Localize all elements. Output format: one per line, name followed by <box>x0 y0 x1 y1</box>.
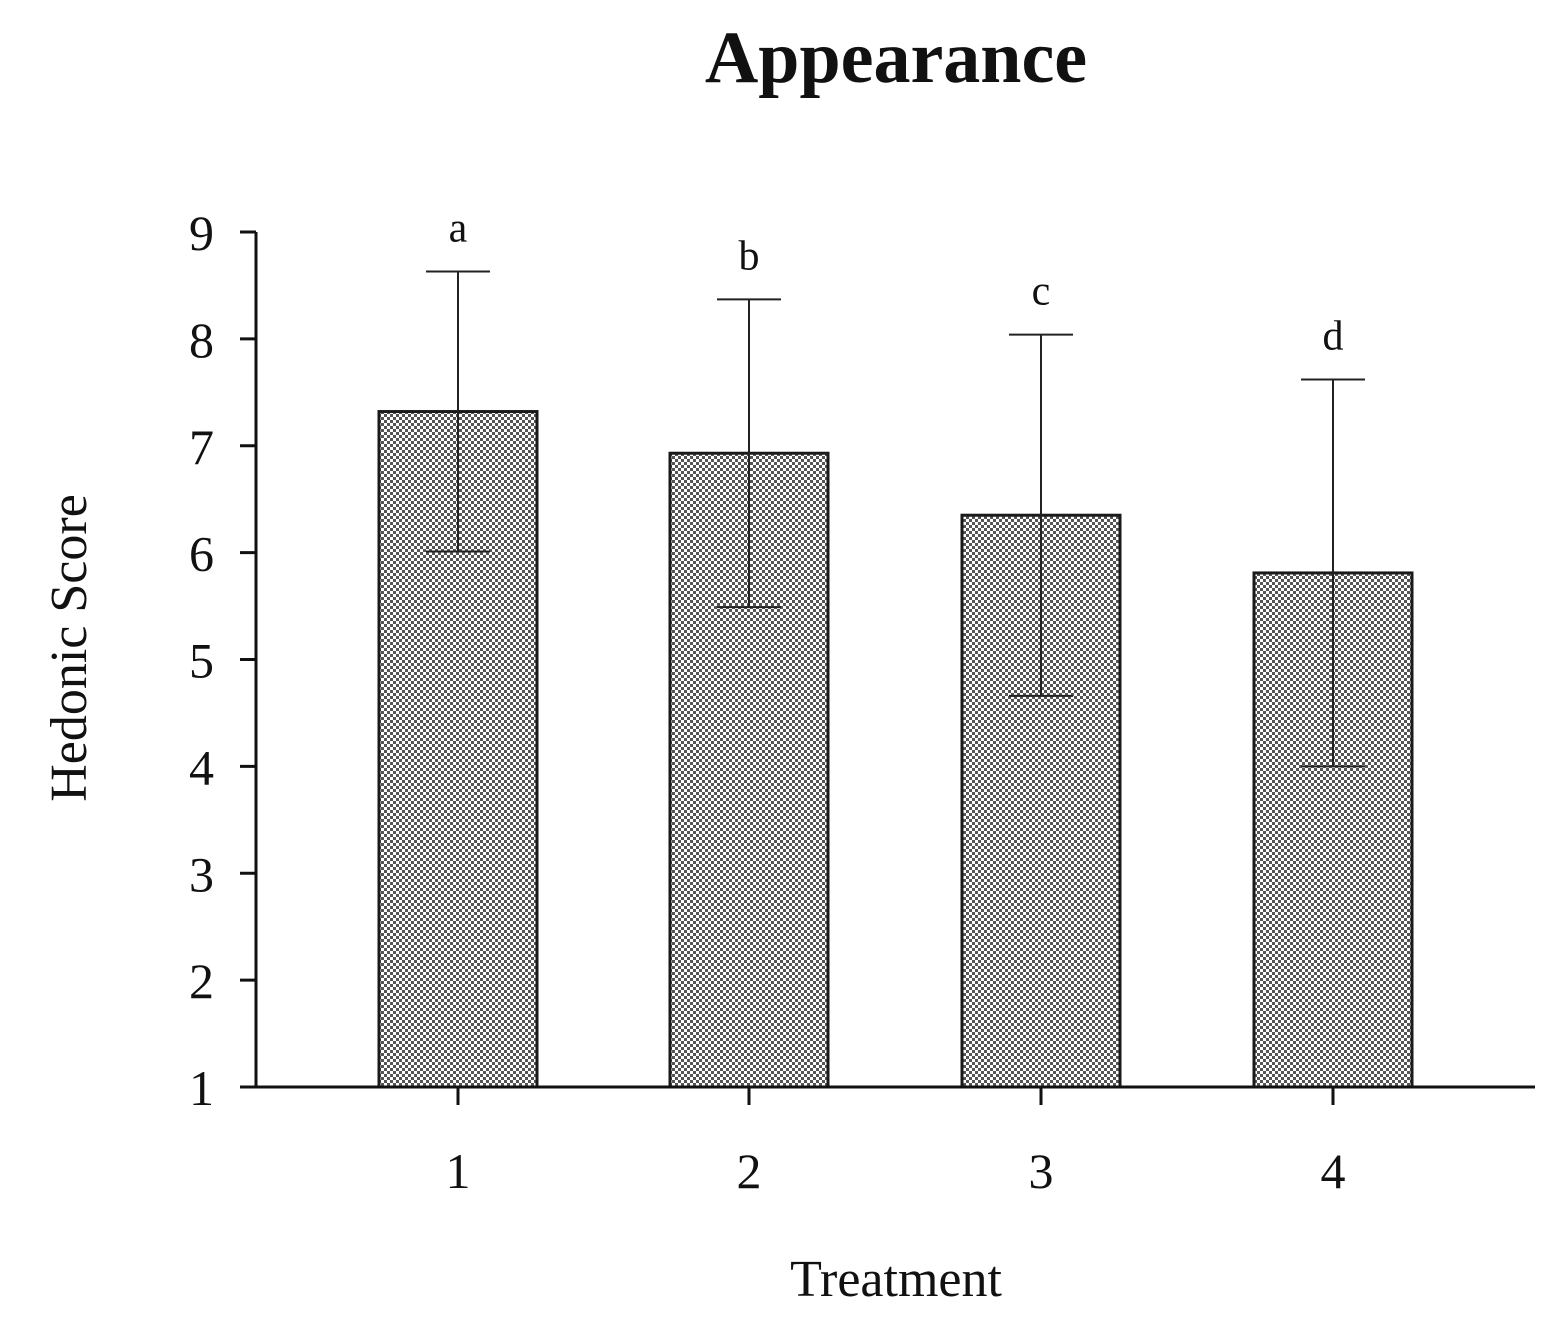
significance-letter: d <box>1323 313 1344 359</box>
y-tick-label: 9 <box>189 205 214 261</box>
y-tick-label: 8 <box>189 312 214 368</box>
x-tick-label: 1 <box>446 1143 471 1199</box>
y-tick-label: 7 <box>189 419 214 475</box>
x-axis-label: Treatment <box>790 1251 1002 1308</box>
significance-letter: a <box>449 206 468 252</box>
x-ticks-group: 1 2 3 4 <box>446 1087 1346 1199</box>
y-tick-label: 5 <box>189 633 214 689</box>
y-ticks-group: 1 2 3 4 5 6 7 8 9 <box>189 205 256 1116</box>
significance-letter: b <box>739 233 760 279</box>
bars-group <box>377 410 1414 1089</box>
y-tick-label: 6 <box>189 526 214 582</box>
x-tick-label: 2 <box>737 1143 762 1199</box>
x-tick-label: 4 <box>1321 1143 1346 1199</box>
y-tick-label: 4 <box>189 739 214 795</box>
y-tick-label: 1 <box>189 1060 214 1116</box>
significance-letter: c <box>1032 269 1051 315</box>
y-tick-label: 3 <box>189 846 214 902</box>
significance-letters-group: a b c d <box>449 206 1344 360</box>
y-tick-label: 2 <box>189 953 214 1009</box>
x-tick-label: 3 <box>1029 1143 1054 1199</box>
chart-title: Appearance <box>705 17 1087 99</box>
error-bars-group <box>426 270 1365 768</box>
y-axis-label: Hedonic Score <box>41 494 98 802</box>
